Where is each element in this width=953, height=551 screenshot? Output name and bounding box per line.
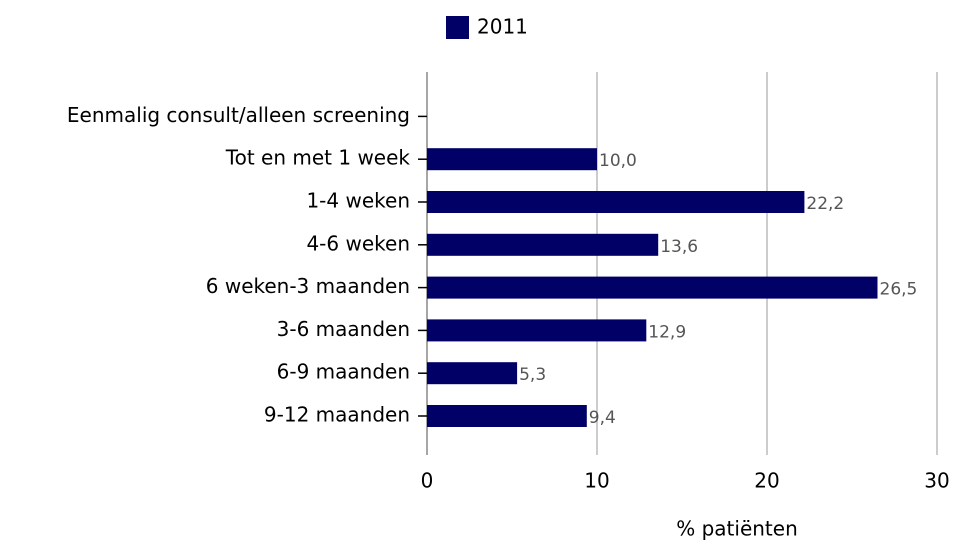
bar	[427, 276, 878, 299]
y-tick-label: 6-9 maanden	[277, 360, 410, 384]
x-tick-label: 10	[584, 469, 609, 493]
y-tick-label: Tot en met 1 week	[225, 146, 411, 170]
bar	[427, 148, 597, 171]
y-tick-label: 1-4 weken	[306, 189, 410, 213]
bar	[427, 191, 805, 213]
bar	[427, 405, 587, 427]
legend-swatch	[446, 16, 469, 39]
legend-label: 2011	[477, 15, 528, 39]
x-tick-label: 0	[421, 469, 434, 493]
bar	[427, 362, 518, 385]
bar	[427, 233, 659, 256]
y-tick-label: 3-6 maanden	[277, 317, 410, 341]
y-tick-label: 9-12 maanden	[264, 403, 410, 427]
value-label: 5,3	[519, 365, 546, 385]
y-tick-label: 6 weken-3 maanden	[206, 274, 410, 298]
x-tick-label: 20	[754, 469, 779, 493]
bar	[427, 319, 647, 342]
value-label: 12,9	[648, 322, 686, 342]
value-label: 9,4	[589, 408, 616, 428]
x-axis-label: % patiënten	[676, 517, 798, 541]
x-tick-label: 30	[924, 469, 949, 493]
y-tick-label: 4-6 weken	[306, 231, 410, 255]
value-label: 10,0	[599, 151, 637, 171]
value-label: 13,6	[660, 237, 698, 257]
value-label: 26,5	[880, 280, 918, 300]
value-label: 22,2	[806, 194, 844, 214]
y-tick-label: Eenmalig consult/alleen screening	[67, 103, 410, 127]
